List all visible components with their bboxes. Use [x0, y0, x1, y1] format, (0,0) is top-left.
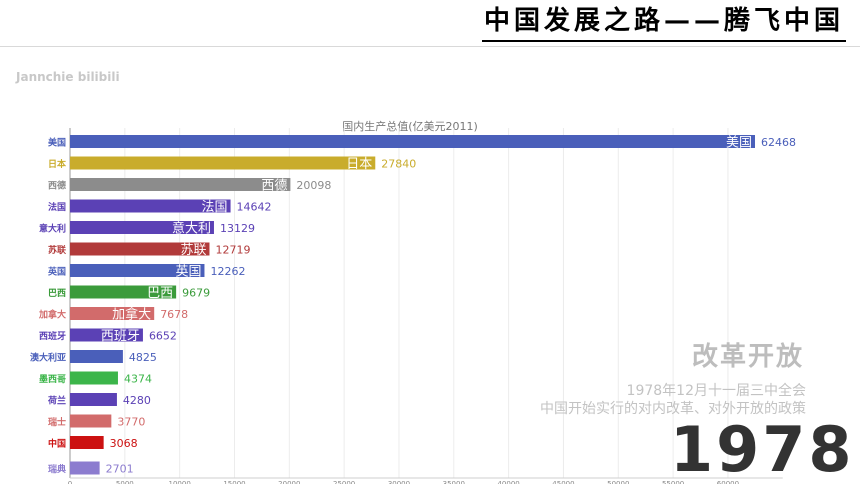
x-tick-label: 50000 [607, 480, 629, 484]
category-label: 英国 [47, 266, 66, 278]
bar [70, 285, 177, 299]
watermark-logo: Jannchie bilibili [16, 70, 120, 84]
bar-inner-label: 意大利 [172, 221, 211, 237]
value-label: 3068 [110, 437, 138, 450]
x-tick-label: 60000 [717, 480, 739, 484]
bar [70, 461, 100, 475]
value-label: 9679 [182, 287, 210, 300]
category-label: 加拿大 [38, 309, 66, 321]
category-label: 意大利 [39, 223, 66, 235]
bar [70, 178, 291, 191]
bar [70, 242, 210, 256]
x-tick-label: 15000 [223, 480, 245, 484]
bar-inner-label: 英国 [175, 265, 201, 280]
x-tick-label: 20000 [278, 480, 300, 484]
bar [70, 221, 214, 234]
bar-inner-label: 巴西 [147, 286, 173, 301]
x-tick-label: 35000 [443, 480, 465, 484]
value-label: 12262 [210, 265, 245, 278]
category-label: 巴西 [48, 288, 66, 299]
bar [70, 307, 155, 320]
value-label: 3770 [117, 416, 145, 429]
category-label: 苏联 [48, 244, 67, 256]
value-label: 6652 [149, 330, 177, 343]
event-description-line-2: 中国开始实行的对内改革、对外开放的政策 [540, 401, 806, 417]
category-label: 中国 [48, 438, 66, 450]
bar-inner-label: 美国 [726, 136, 752, 151]
bar [70, 156, 376, 170]
value-label: 2701 [106, 463, 134, 476]
event-title: 改革开放 [692, 342, 805, 372]
bar-inner-label: 西德 [261, 179, 287, 194]
page-banner-title: 中国发展之路——腾飞中国 [481, 4, 846, 42]
x-tick-label: 30000 [388, 480, 410, 484]
x-tick-label: 25000 [333, 480, 355, 484]
bar [70, 371, 118, 385]
x-tick-label: 40000 [497, 480, 519, 484]
bar [70, 199, 231, 213]
category-label: 西班牙 [39, 330, 66, 342]
bar-inner-label: 苏联 [180, 242, 206, 258]
banner-divider [0, 46, 860, 47]
value-label: 4374 [124, 373, 152, 386]
value-label: 62468 [761, 136, 796, 149]
value-label: 4280 [123, 394, 151, 407]
bar [70, 135, 755, 148]
bar [70, 264, 205, 277]
bar [70, 350, 123, 363]
value-label: 13129 [220, 222, 255, 235]
value-label: 20098 [296, 179, 331, 192]
category-label: 澳大利亚 [30, 352, 66, 364]
x-tick-label: 0 [68, 480, 72, 484]
category-label: 墨西哥 [39, 374, 66, 385]
x-tick-label: 55000 [662, 480, 684, 484]
value-label: 14642 [237, 201, 272, 214]
category-label: 法国 [48, 201, 66, 213]
x-tick-label: 5000 [116, 480, 134, 484]
value-label: 4825 [129, 351, 157, 364]
event-description-line-1: 1978年12月十一届三中全会 [626, 383, 806, 399]
bar-inner-label: 西班牙 [101, 329, 140, 344]
chart-title: 国内生产总值(亿美元2011) [342, 120, 478, 133]
bar [70, 328, 143, 342]
bar-inner-label: 法国 [202, 200, 228, 215]
bar [70, 414, 112, 428]
category-label: 美国 [48, 137, 66, 149]
category-label: 西德 [48, 180, 66, 192]
value-label: 27840 [381, 158, 416, 171]
bar [70, 393, 117, 406]
category-label: 日本 [48, 158, 67, 170]
value-label: 12719 [215, 244, 250, 257]
bar [70, 436, 104, 449]
category-label: 瑞士 [48, 416, 66, 428]
bar-inner-label: 日本 [346, 157, 372, 172]
bar-inner-label: 加拿大 [112, 307, 151, 323]
x-tick-label: 45000 [552, 480, 574, 484]
year-counter: 1978 [670, 413, 855, 486]
category-label: 瑞典 [48, 463, 66, 475]
x-tick-label: 10000 [169, 480, 191, 484]
category-label: 荷兰 [47, 395, 66, 407]
value-label: 7678 [160, 308, 188, 321]
